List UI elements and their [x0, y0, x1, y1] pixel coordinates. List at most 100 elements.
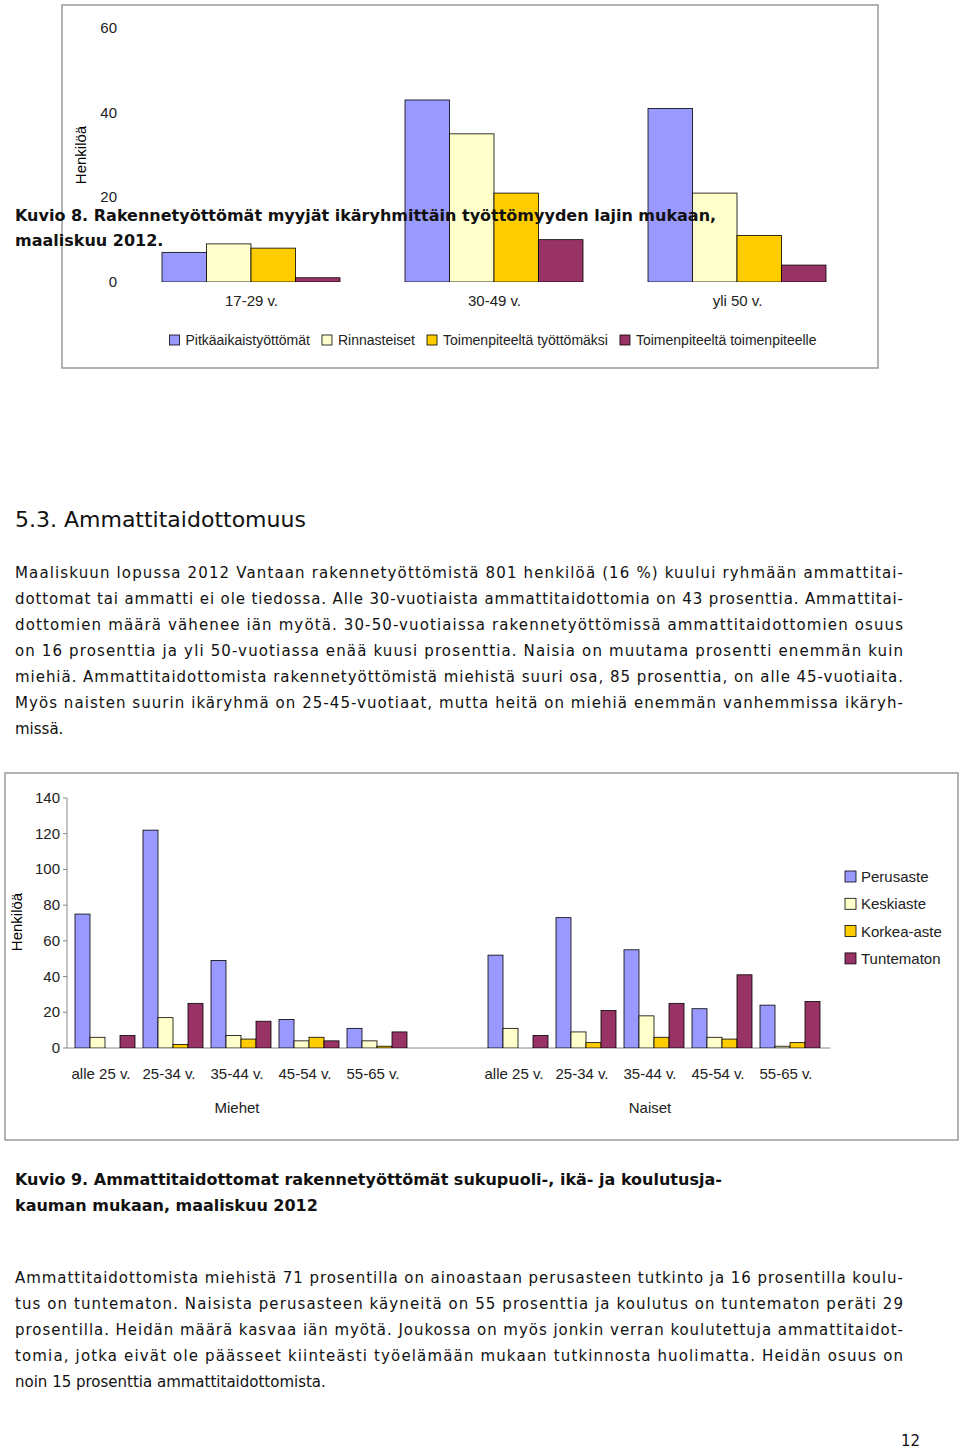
legend-swatch — [322, 335, 332, 345]
legend-label: Perusaste — [861, 868, 929, 885]
legend-label: Tuntematon — [861, 950, 941, 967]
legend-swatch — [620, 335, 630, 345]
bar — [737, 235, 782, 282]
bar — [782, 265, 827, 282]
bar — [251, 248, 296, 282]
chart: Henkilöä020406080100120140alle 25 v.25-3… — [5, 773, 958, 1140]
paragraph-line: tus on tuntematon. Naisista perusasteen … — [15, 1295, 903, 1313]
bar — [737, 975, 752, 1048]
bars — [162, 100, 826, 282]
y-tick-label: 120 — [35, 825, 60, 842]
legend-swatch — [845, 926, 856, 937]
x-tick-label: 55-65 v. — [759, 1065, 812, 1082]
paragraph-line: dottomien määrä vähenee iän myötä. 30-50… — [15, 616, 903, 634]
bar — [539, 240, 584, 282]
legend-swatch — [427, 335, 437, 345]
bar — [805, 1002, 820, 1048]
paragraph-line: prosentilla. Heidän määrä kasvaa iän myö… — [15, 1321, 903, 1339]
bar — [586, 1043, 601, 1048]
y-tick-label: 40 — [43, 968, 60, 985]
bar — [211, 961, 226, 1049]
y-tick-label: 60 — [43, 932, 60, 949]
bar — [162, 252, 207, 282]
bar — [256, 1021, 271, 1048]
y-tick — [63, 1048, 67, 1049]
y-tick-label: 40 — [100, 104, 117, 121]
bar — [392, 1032, 407, 1048]
y-tick — [63, 833, 67, 834]
bar — [624, 950, 639, 1048]
bar — [533, 1036, 548, 1049]
figure-caption: Kuvio 9. Ammattitaidottomat rakennetyött… — [15, 1170, 722, 1189]
bar — [120, 1036, 135, 1049]
chart-frame — [62, 5, 878, 368]
y-tick-label: 0 — [52, 1039, 60, 1056]
y-tick — [63, 798, 67, 799]
page-number: 12 — [901, 1432, 920, 1450]
chart: Henkilöä020406017-29 v.30-49 v.yli 50 v.… — [62, 5, 878, 368]
bar — [692, 1009, 707, 1048]
y-tick-label: 100 — [35, 860, 60, 877]
paragraph-line: noin 15 prosenttia ammattitaidottomista. — [15, 1373, 326, 1391]
paragraph-line: Myös naisten suurin ikäryhmä on 25-45-vu… — [15, 694, 903, 712]
bar — [405, 100, 450, 282]
x-tick-label: alle 25 v. — [485, 1065, 544, 1082]
bar — [488, 955, 503, 1048]
x-tick-label: 35-44 v. — [210, 1065, 263, 1082]
bar — [294, 1041, 309, 1048]
bar — [309, 1037, 324, 1048]
figure-caption: Kuvio 8. Rakennetyöttömät myyjät ikäryhm… — [15, 206, 716, 225]
y-axis-label: Henkilöä — [8, 892, 25, 951]
bar — [75, 914, 90, 1048]
page: Henkilöä 0 20 40 60 17-29 v. 30-49 v. yli 50 v.… — [0, 0, 960, 1451]
chart-frame — [5, 773, 958, 1140]
y-tick — [63, 869, 67, 870]
bar — [722, 1039, 737, 1048]
bar — [571, 1032, 586, 1048]
y-tick — [63, 905, 67, 906]
bar — [790, 1043, 805, 1048]
y-tick — [63, 976, 67, 977]
bars — [75, 830, 820, 1048]
x-tick-label: 25-34 v. — [555, 1065, 608, 1082]
y-tick-label: 0 — [109, 273, 117, 290]
x-tick-label: 17-29 v. — [225, 292, 278, 309]
bar — [207, 244, 252, 282]
paragraph-line: Ammattitaidottomista miehistä 71 prosent… — [15, 1269, 903, 1287]
figure-caption: maaliskuu 2012. — [15, 231, 163, 250]
x-tick-label: alle 25 v. — [72, 1065, 131, 1082]
legend-label: Toimenpiteeltä toimenpiteelle — [636, 332, 817, 348]
legend-label: Toimenpiteeltä työttömäksi — [443, 332, 608, 348]
y-tick-label: 140 — [35, 789, 60, 806]
heading: 5.3. Ammattitaidottomuus — [15, 507, 306, 532]
bar — [143, 830, 158, 1048]
bar — [707, 1037, 722, 1048]
bar — [158, 1018, 173, 1048]
legend-swatch — [169, 335, 179, 345]
bar — [556, 918, 571, 1048]
legend-label: Korkea-aste — [861, 923, 942, 940]
bar — [639, 1016, 654, 1048]
bar — [347, 1028, 362, 1048]
paragraph-line: on 16 prosenttia ja yli 50-vuotiassa enä… — [15, 642, 903, 660]
legend-label: Keskiaste — [861, 895, 926, 912]
bar — [377, 1046, 392, 1048]
bar — [226, 1036, 241, 1049]
legend: PitkäaikaistyöttömätRinnasteisetToimenpi… — [169, 332, 816, 348]
bar — [648, 108, 693, 282]
y-tick — [63, 940, 67, 941]
bar — [241, 1039, 256, 1048]
paragraph-line: missä. — [15, 720, 63, 738]
y-tick-label: 20 — [100, 188, 117, 205]
legend-swatch — [845, 898, 856, 909]
x-tick-label: 55-65 v. — [346, 1065, 399, 1082]
paragraph-line: Maaliskuun lopussa 2012 Vantaan rakennet… — [15, 564, 903, 582]
bar — [669, 1003, 684, 1048]
bar — [362, 1041, 377, 1048]
legend: Perusaste Keskiaste Korkea-aste Tuntematon — [845, 868, 942, 967]
y-tick-label: 80 — [43, 896, 60, 913]
bar — [324, 1041, 339, 1048]
x-tick-label: yli 50 v. — [713, 292, 763, 309]
x-tick-label: 30-49 v. — [468, 292, 521, 309]
bar — [775, 1046, 790, 1048]
